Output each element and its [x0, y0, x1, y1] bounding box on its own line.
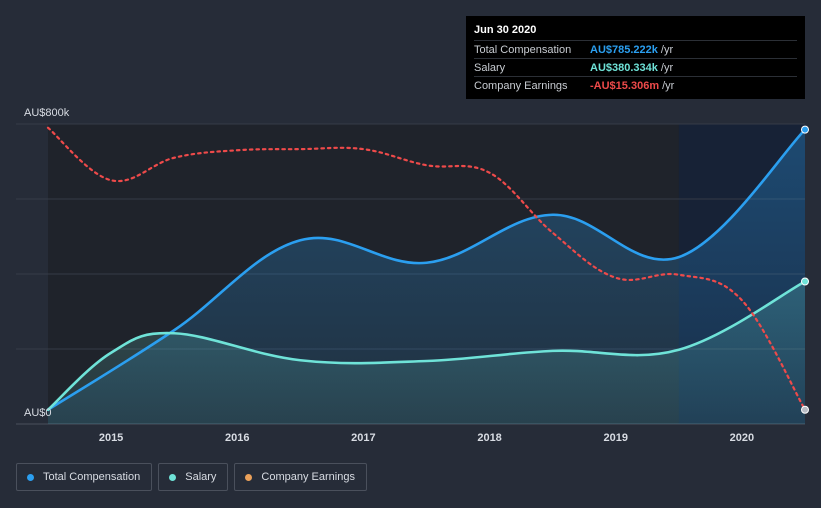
salary-end-point [801, 277, 809, 286]
x-tick-label: 2017 [351, 432, 375, 444]
legend-dot-icon [169, 473, 177, 481]
company-earnings-line [46, 126, 807, 411]
series-areas [48, 129, 805, 424]
x-tick-label: 2020 [730, 432, 754, 444]
hover-tooltip: Jun 30 2020 Total Compensation AU$785.22… [466, 16, 805, 99]
tooltip-row-total-compensation: Total Compensation AU$785.222k /yr [474, 40, 797, 58]
legend-dot-icon [245, 473, 253, 481]
tooltip-label: Total Compensation [474, 43, 572, 56]
company-earnings-end-point [801, 405, 809, 414]
x-tick-label: 2019 [604, 432, 628, 444]
salary-line [46, 280, 807, 412]
x-tick-label: 2018 [477, 432, 501, 444]
y-tick-label-max: AU$800k [24, 107, 70, 119]
legend-toggle-total-compensation[interactable]: Total Compensation [16, 463, 153, 491]
tooltip-unit: /yr [660, 43, 674, 56]
tooltip-row-salary: Salary AU$380.334k /yr [474, 58, 797, 76]
tooltip-unit: /yr [662, 79, 675, 92]
tooltip-value: -AU$15.306m [590, 79, 660, 92]
x-axis-ticks: 2015 2016 2017 2018 2019 2020 [99, 432, 754, 444]
legend-label: Company Earnings [261, 471, 355, 483]
y-tick-label-zero: AU$0 [24, 407, 52, 419]
tooltip-label: Company Earnings [474, 79, 568, 92]
legend-label: Salary [185, 471, 217, 483]
legend-toggle-company-earnings[interactable]: Company Earnings [234, 463, 367, 491]
legend-dot-icon [27, 473, 34, 481]
chart-legend: Total Compensation Salary Company Earnin… [16, 463, 367, 491]
tooltip-date: Jun 30 2020 [474, 24, 537, 36]
x-tick-label: 2015 [99, 432, 123, 444]
series-end-markers [801, 125, 809, 414]
total-compensation-end-point [801, 125, 809, 134]
salary-area [48, 281, 805, 424]
tooltip-unit: /yr [660, 61, 674, 74]
tooltip-label: Salary [474, 61, 506, 74]
tooltip-value: AU$785.222k [590, 43, 658, 56]
series-lines [46, 126, 807, 412]
tooltip-row-company-earnings: Company Earnings -AU$15.306m /yr [474, 76, 797, 94]
tooltip-value: AU$380.334k [590, 61, 658, 74]
legend-label: Total Compensation [43, 471, 141, 483]
total-compensation-line [46, 128, 807, 412]
x-tick-label: 2016 [225, 432, 249, 444]
legend-toggle-salary[interactable]: Salary [158, 463, 229, 491]
